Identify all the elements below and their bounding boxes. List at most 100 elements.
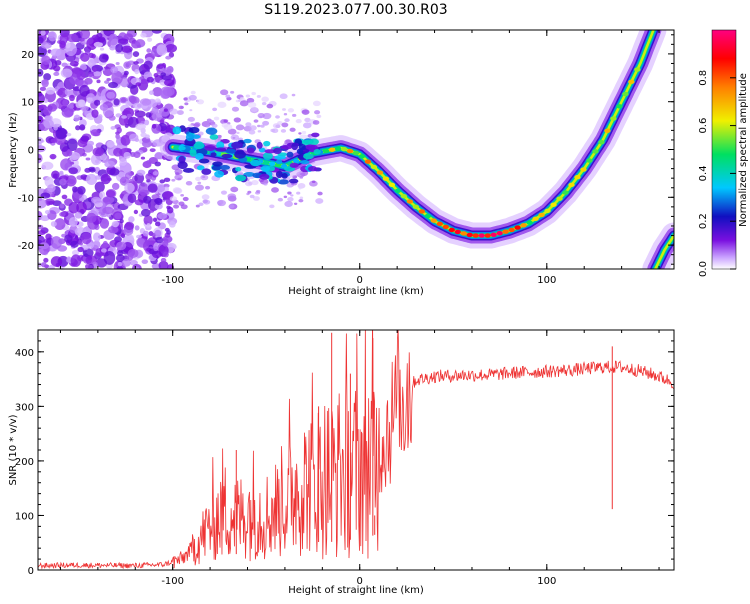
noise-speck [104, 160, 116, 168]
noise-speck [115, 43, 124, 53]
ridge-blob [313, 149, 321, 155]
noise-speck [312, 100, 321, 107]
noise-speck [68, 104, 75, 109]
noise-speck [135, 123, 146, 131]
noise-speck [249, 194, 255, 199]
noise-speck [139, 98, 152, 106]
noise-speck [48, 31, 57, 42]
ridge-blob [300, 160, 310, 165]
noise-speck [147, 183, 158, 193]
noise-speck [217, 101, 227, 108]
noise-speck [145, 134, 150, 139]
spectrogram-y-label: Frequency (Hz) [8, 112, 19, 188]
noise-speck [38, 36, 44, 44]
noise-speck [140, 32, 147, 38]
noise-speck [281, 122, 289, 128]
noise-speck [61, 108, 74, 118]
noise-speck [40, 42, 52, 49]
y-tick-label: 300 [15, 402, 34, 413]
noise-speck [61, 62, 68, 68]
noise-speck [129, 178, 134, 183]
colorbar-tick-label: 0.6 [698, 118, 709, 134]
ridge-bead [454, 229, 461, 235]
noise-speck [154, 161, 162, 167]
snr-x-label: Height of straight line (km) [288, 585, 424, 596]
ridge-blob [219, 164, 231, 171]
noise-speck [176, 110, 184, 115]
ridge-bead [532, 216, 539, 222]
noise-speck [92, 67, 97, 73]
noise-speck [99, 47, 105, 51]
noise-speck [168, 221, 176, 228]
noise-speck [163, 183, 170, 188]
noise-speck [50, 221, 57, 227]
noise-speck [309, 180, 318, 187]
noise-speck [68, 202, 79, 214]
noise-speck [143, 195, 152, 204]
ridge-bead [592, 149, 599, 154]
noise-speck [162, 240, 169, 247]
noise-speck [75, 125, 81, 131]
ridge-blob [260, 165, 271, 172]
noise-speck [188, 124, 194, 128]
noise-speck [41, 55, 51, 66]
ridge-bead [370, 164, 378, 170]
ridge-blob [196, 165, 205, 171]
noise-speck [93, 232, 101, 242]
noise-speck [136, 238, 146, 246]
noise-speck [160, 257, 167, 263]
noise-speck [270, 128, 276, 133]
ridge-blob [185, 133, 194, 142]
noise-speck [145, 112, 152, 118]
ridge-bead [550, 202, 557, 207]
ridge-bead [556, 196, 563, 201]
ridge-blob [235, 166, 242, 172]
noise-speck [108, 225, 119, 234]
ridge-blob [263, 140, 271, 147]
noise-speck [68, 167, 78, 175]
noise-speck [85, 173, 98, 185]
noise-speck [64, 88, 71, 96]
noise-speck [231, 106, 240, 112]
colorbar-label: Normalized spectral amplitude [738, 73, 749, 227]
noise-speck [61, 233, 66, 238]
ridge-bead [562, 190, 569, 195]
noise-speck [151, 30, 163, 34]
noise-speck [134, 138, 140, 142]
noise-speck [93, 240, 101, 249]
colorbar-bar [711, 29, 737, 270]
ridge-bead [544, 208, 551, 214]
noise-speck [301, 130, 307, 135]
noise-speck [157, 212, 168, 220]
noise-speck [54, 59, 62, 66]
y-tick-label: -20 [18, 241, 34, 252]
noise-speck [202, 199, 208, 204]
noise-speck [272, 123, 281, 129]
noise-speck [165, 44, 177, 53]
noise-speck [245, 94, 251, 98]
ridge-bead [400, 193, 408, 199]
snr-y-ticks: 0 100 200 300 400 [15, 329, 674, 577]
noise-speck [110, 126, 116, 130]
noise-speck [38, 230, 46, 236]
ridge-blob [189, 149, 197, 157]
noise-speck [53, 125, 58, 131]
ridge-blob [275, 170, 283, 179]
noise-speck [197, 181, 202, 185]
noise-speck [299, 196, 304, 200]
noise-speck [85, 157, 91, 161]
ridge-blob [296, 148, 304, 155]
noise-speck [227, 128, 237, 135]
noise-speck [195, 204, 200, 208]
noise-speck [204, 185, 211, 190]
x-tick-label: 100 [537, 275, 556, 286]
ridge-blob [188, 126, 200, 134]
noise-speck [116, 241, 127, 251]
noise-speck [70, 254, 82, 267]
ridge-blob [198, 158, 210, 164]
noise-speck [302, 122, 312, 129]
noise-speck [289, 127, 296, 132]
noise-speck [248, 129, 256, 135]
noise-speck [44, 198, 55, 206]
